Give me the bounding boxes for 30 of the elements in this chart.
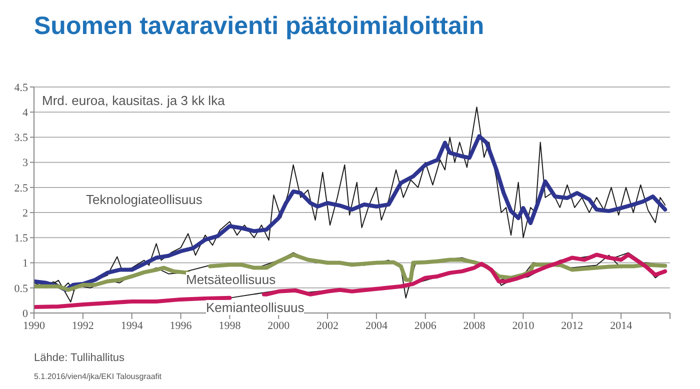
text: Lähde: Tullihallitus — [34, 352, 125, 364]
x-tick-label: 1996 — [170, 320, 192, 332]
x-tick-label: 2010 — [512, 320, 535, 332]
y-axis-title: Mrd. euroa, kausitas. ja 3 kk lka — [42, 93, 225, 108]
y-tick-label: 4 — [22, 107, 28, 120]
x-tick-label: 1990 — [23, 320, 46, 332]
y-tick-label: 2.5 — [14, 182, 28, 194]
text: 5.1.2016/vien4/jka/EKI Talousgraafit — [34, 372, 162, 381]
x-tick-label: 1994 — [120, 320, 144, 332]
chart-title: Suomen tavaravienti päätoimialoittain — [34, 12, 484, 41]
x-tick-label: 2000 — [268, 320, 290, 332]
y-tick-label: 4.5 — [14, 82, 28, 94]
x-tick-label: 1992 — [72, 320, 94, 332]
x-tick-label: 2014 — [610, 320, 633, 332]
y-tick-label: 1 — [22, 258, 28, 270]
text: Teknologiateollisuus — [86, 192, 202, 207]
y-tick-label: 3.5 — [14, 132, 28, 144]
x-tick-label: 2004 — [365, 320, 388, 332]
y-tick-label: 1.5 — [14, 232, 28, 245]
x-tick-label: 2006 — [414, 320, 437, 332]
y-tick-label: 3 — [22, 157, 28, 170]
y-tick-label: 0 — [22, 308, 28, 320]
x-tick-label: 2002 — [316, 320, 339, 332]
y-tick-label: 0.5 — [14, 282, 28, 295]
x-tick-label: 1998 — [218, 320, 242, 332]
series-label: Metsäteollisuus — [186, 272, 276, 287]
y-tick-label: 2 — [22, 207, 28, 220]
series-label: Kemianteollisuus — [206, 300, 304, 315]
x-tick-label: 2012 — [561, 320, 584, 332]
x-tick-label: 2008 — [463, 320, 486, 332]
